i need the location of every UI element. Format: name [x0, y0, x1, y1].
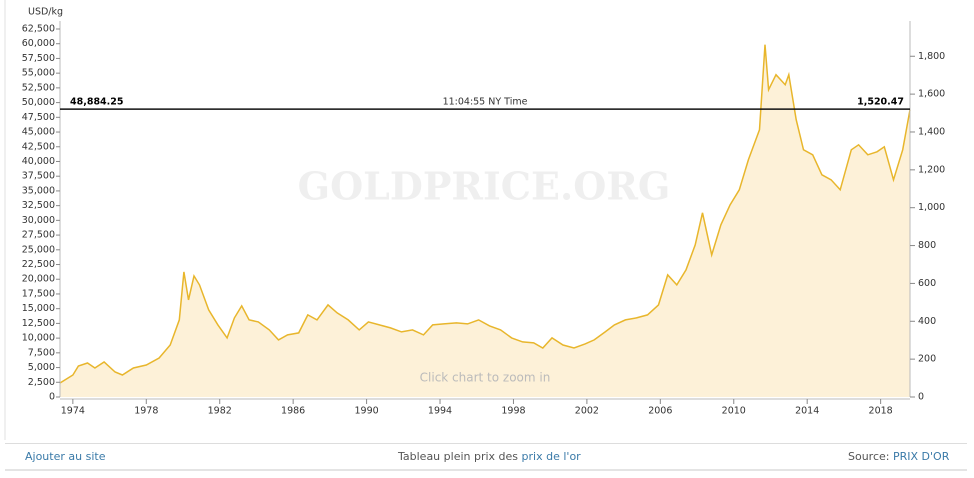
x-tick-label: 1982	[208, 406, 232, 417]
y-tick-label: 2,500	[28, 377, 55, 388]
y-tick-label: 17,500	[22, 288, 55, 299]
y-tick-label: 42,500	[22, 141, 55, 152]
y2-tick-label: 200	[918, 354, 936, 365]
source-link[interactable]: PRIX D'OR	[893, 450, 950, 463]
footer-middle: Tableau plein prix des prix de l'or	[398, 450, 581, 463]
y2-tick-label: 600	[918, 278, 936, 289]
footer-source: Source: PRIX D'OR	[848, 450, 949, 463]
current-oz-label: 1,520.47	[857, 97, 904, 108]
y-tick-label: 0	[49, 392, 55, 403]
y-tick-label: 60,000	[22, 38, 55, 49]
x-tick-label: 2002	[575, 406, 599, 417]
y2-tick-label: 400	[918, 316, 936, 327]
y-tick-label: 62,500	[22, 24, 55, 35]
y-tick-label: 12,500	[22, 318, 55, 329]
x-tick-label: 1994	[428, 406, 452, 417]
y-tick-label: 47,500	[22, 112, 55, 123]
watermark: GOLDPRICE.ORG	[298, 164, 671, 209]
x-tick-label: 2010	[722, 406, 746, 417]
source-label: Source:	[848, 450, 890, 463]
y-tick-label: 5,000	[28, 362, 55, 373]
y-tick-label: 57,500	[22, 53, 55, 64]
y2-tick-label: 1,600	[918, 89, 945, 100]
y-tick-label: 50,000	[22, 97, 55, 108]
y2-tick-label: 800	[918, 240, 936, 251]
y-tick-label: 30,000	[22, 215, 55, 226]
footer-text: Tableau plein prix des	[398, 450, 519, 463]
add-link[interactable]: Ajouter au site	[25, 450, 106, 463]
y-tick-label: 55,000	[22, 68, 55, 79]
chart[interactable]: USD/kg GOLDPRICE.ORG 0 2,500 5,000 7,500 10,…	[0, 0, 974, 440]
gold-link[interactable]: prix de l'or	[521, 450, 581, 463]
y2-tick-label: 1,200	[918, 164, 945, 175]
y2-tick-label: 1,000	[918, 202, 945, 213]
y-tick-label: 52,500	[22, 82, 55, 93]
y-tick-label: 32,500	[22, 200, 55, 211]
x-tick-label: 2018	[869, 406, 893, 417]
price-line	[59, 44, 911, 384]
x-tick-label: 1998	[501, 406, 525, 417]
x-tick-label: 1986	[281, 406, 305, 417]
y-tick-label: 15,000	[22, 303, 55, 314]
y-tick-label: 27,500	[22, 230, 55, 241]
current-time: 11:04:55 NY Time	[443, 97, 528, 108]
y-tick-label: 40,000	[22, 156, 55, 167]
footer: Ajouter au site Tableau plein prix des p…	[5, 443, 967, 471]
y-tick-label: 25,000	[22, 244, 55, 255]
y-tick-label: 35,000	[22, 185, 55, 196]
area-fill	[60, 44, 910, 397]
x-tick-label: 2014	[795, 406, 819, 417]
x-tick-label: 1974	[61, 406, 85, 417]
y-tick-label: 10,000	[22, 333, 55, 344]
x-tick-label: 1990	[354, 406, 378, 417]
y-tick-label: 20,000	[22, 274, 55, 285]
y-tick-label: 22,500	[22, 259, 55, 270]
y-axis-title: USD/kg	[28, 7, 63, 18]
zoom-hint: Click chart to zoom in	[420, 371, 551, 385]
current-price-label: 48,884.25	[70, 97, 124, 108]
y-tick-label: 7,500	[28, 347, 55, 358]
y2-tick-label: 1,400	[918, 126, 945, 137]
y2-tick-label: 1,800	[918, 51, 945, 62]
y-tick-label: 37,500	[22, 171, 55, 182]
x-tick-label: 1978	[134, 406, 158, 417]
y2-tick-label: 0	[918, 392, 924, 403]
y-tick-label: 45,000	[22, 127, 55, 138]
x-tick-label: 2006	[648, 406, 672, 417]
